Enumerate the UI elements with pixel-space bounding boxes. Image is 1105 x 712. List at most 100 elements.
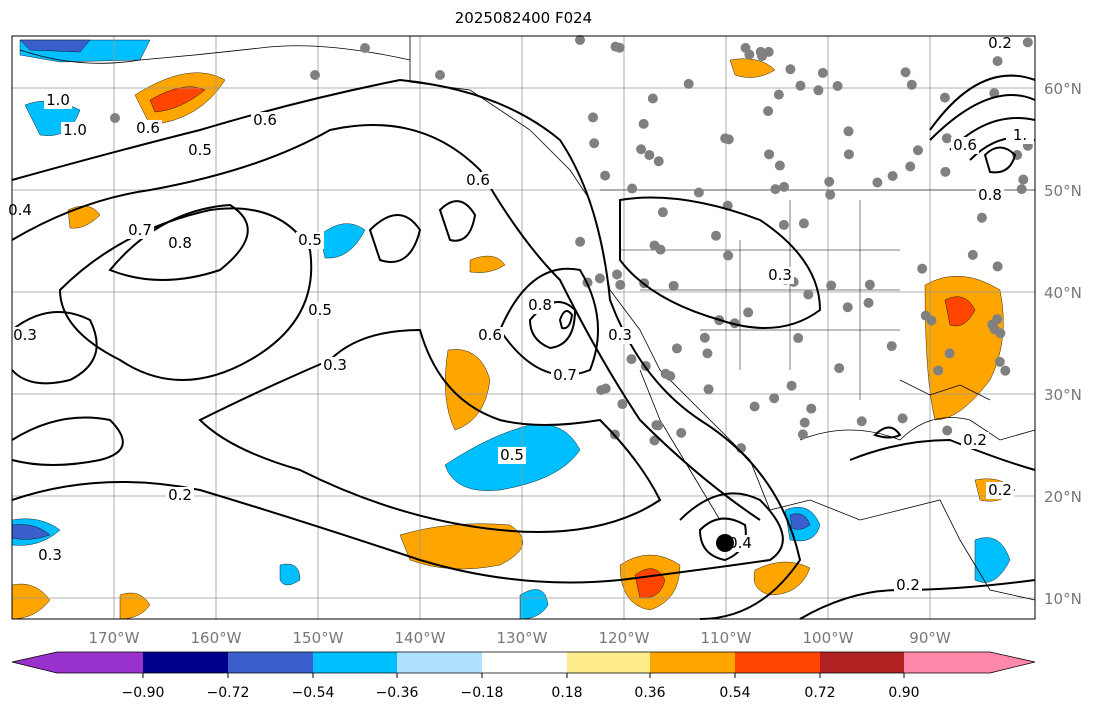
station-dot: [693, 187, 704, 198]
contour-label-bg: [1006, 127, 1034, 144]
station-dot: [699, 332, 710, 343]
contour-label-bg: [166, 235, 194, 252]
contour-label: 0.6: [253, 111, 277, 129]
colorbar-segment: [482, 652, 567, 673]
station-dot: [615, 279, 626, 290]
station-dot: [655, 244, 666, 255]
contour-label: 0.5: [308, 301, 332, 319]
station-dot: [773, 89, 784, 100]
station-dot: [806, 403, 817, 414]
station-dot: [600, 170, 611, 181]
contour-line: [873, 426, 902, 439]
contour-label-bg: [36, 547, 64, 564]
contour-label-bg: [296, 232, 324, 249]
contour-label: 0.3: [608, 326, 632, 344]
colorbar-segment: [904, 652, 1035, 673]
contour-lines: [11, 74, 1036, 620]
contour-label-bg: [498, 447, 526, 464]
station-dot: [770, 184, 781, 195]
station-dot: [636, 144, 647, 155]
station-dot: [587, 112, 598, 123]
colorbar-tick-label: 0.18: [551, 685, 582, 701]
station-dot: [825, 189, 836, 200]
station-dot: [995, 328, 1006, 339]
contour-label-bg: [951, 137, 979, 154]
contour-line: [929, 74, 1036, 161]
contour-label: 0.2: [988, 34, 1012, 52]
latitude-label: 30°N: [1044, 386, 1082, 404]
contour-label: 1.0: [63, 121, 87, 139]
latitude-label: 10°N: [1044, 590, 1082, 608]
contour-line: [498, 267, 599, 376]
station-dot: [906, 79, 917, 90]
station-dot: [649, 435, 660, 446]
shaded-area: [67, 205, 101, 229]
station-dot: [843, 126, 854, 137]
station-dot: [575, 236, 586, 247]
station-dot: [647, 93, 658, 104]
shaded-area: [319, 223, 366, 259]
coastline: [899, 379, 991, 401]
station-dot: [723, 250, 734, 261]
contour-label-bg: [976, 187, 1004, 204]
station-dot: [653, 156, 664, 167]
station-dot: [778, 219, 789, 230]
station-dot: [813, 85, 824, 96]
colorbar-segment: [12, 652, 143, 673]
longitude-label: 110°W: [701, 629, 752, 647]
station-dot: [887, 170, 898, 181]
station-dot: [1016, 184, 1027, 195]
station-dot: [589, 138, 600, 149]
station-dot: [785, 64, 796, 75]
station-dot: [611, 269, 622, 280]
longitude-label: 100°W: [803, 629, 854, 647]
station-dot: [652, 420, 663, 431]
colorbar-tick-label: −0.54: [292, 685, 335, 701]
station-dot: [824, 176, 835, 187]
longitude-label: 90°W: [909, 629, 951, 647]
shaded-area: [519, 589, 549, 620]
station-dot: [798, 218, 809, 229]
latitude-label: 60°N: [1044, 80, 1082, 98]
station-dot: [594, 273, 605, 284]
contour-line: [11, 124, 761, 521]
map-frame: [11, 35, 1036, 620]
contour-label-bg: [166, 487, 194, 504]
contour-line: [619, 196, 822, 329]
contour-label-bg: [306, 302, 334, 319]
contour-label: 0.6: [466, 171, 490, 189]
contour-label: 0.5: [298, 231, 322, 249]
contour-label-bg: [464, 172, 492, 189]
station-dot: [842, 302, 853, 313]
contour-label-bg: [986, 482, 1014, 499]
station-dot: [793, 333, 804, 344]
axis-labels: 170°W 160°W 150°W 140°W 130°W 120°W 110°W 100°W…: [89, 80, 1082, 647]
colorbar-tick-label: −0.36: [376, 685, 419, 701]
station-dot: [917, 263, 928, 274]
station-dot: [872, 177, 883, 188]
station-dot: [360, 43, 370, 53]
station-dot: [976, 212, 987, 223]
station-dot: [610, 41, 621, 52]
colorbar-tick-label: 0.54: [719, 685, 750, 701]
contour-label-bg: [126, 222, 154, 239]
station-dot: [826, 280, 837, 291]
contour-label-bg: [44, 92, 72, 109]
contour-line: [11, 311, 98, 385]
coastline: [409, 36, 1036, 601]
colorbar: −0.90 −0.72 −0.54 −0.36 −0.18 0.18 0.36 0.54 0.7…: [11, 651, 1036, 701]
contour-line: [368, 214, 422, 263]
colorbar-segment: [228, 652, 313, 673]
longitude-label: 170°W: [89, 629, 140, 647]
shaded-area: [11, 583, 51, 620]
colorbar-segment: [820, 652, 904, 673]
station-dot: [864, 279, 875, 290]
contour-label-bg: [606, 327, 634, 344]
coastline: [19, 45, 411, 64]
station-dot: [795, 80, 806, 91]
station-dot: [644, 150, 655, 161]
map-title: 2025082400 F024: [454, 9, 593, 27]
station-dot: [755, 46, 766, 57]
contour-label: 0.8: [978, 186, 1002, 204]
shaded-area: [19, 39, 91, 53]
